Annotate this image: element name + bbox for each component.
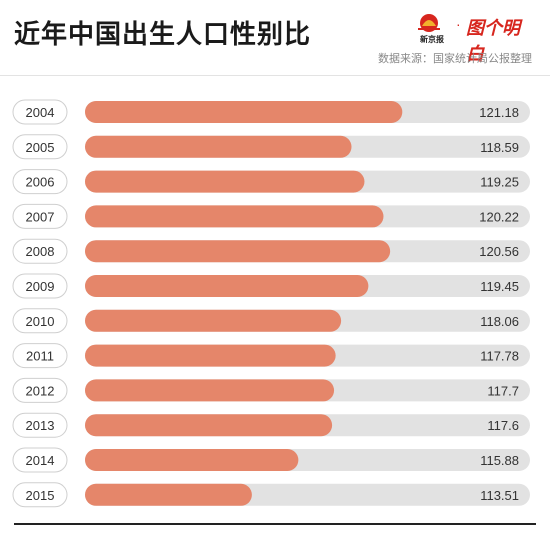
value-label: 115.88 <box>480 453 519 468</box>
bar <box>85 275 369 297</box>
bar <box>85 414 333 437</box>
bar <box>85 135 352 158</box>
logo-separator: · <box>456 16 461 32</box>
publisher-logo: 新京报 · 图个明白 <box>412 10 532 65</box>
year-label: 2005 <box>26 140 55 155</box>
year-pill <box>12 134 68 160</box>
value-label: 121.18 <box>479 105 519 120</box>
year-label: 2012 <box>26 383 55 398</box>
bar <box>85 344 336 367</box>
header-divider <box>0 75 550 76</box>
value-label: 117.6 <box>487 418 519 433</box>
year-pill <box>12 238 68 264</box>
bar <box>85 449 299 471</box>
value-label: 118.06 <box>480 314 519 329</box>
value-label: 113.51 <box>480 488 519 503</box>
bar <box>85 309 342 332</box>
value-label: 119.45 <box>480 279 519 294</box>
value-label: 117.7 <box>487 383 519 398</box>
year-label: 2006 <box>26 175 55 190</box>
year-label: 2013 <box>26 418 55 433</box>
year-pill <box>12 273 68 299</box>
year-pill <box>12 169 68 195</box>
source-note: 数据来源：国家统计局公报整理 <box>378 52 532 65</box>
bar <box>85 483 252 506</box>
logo-text: 图个明白 <box>466 18 520 65</box>
year-label: 2010 <box>26 314 55 329</box>
year-pill <box>12 447 68 473</box>
year-pill <box>12 203 68 229</box>
year-label: 2008 <box>26 244 55 259</box>
footer-divider <box>14 523 536 525</box>
bar <box>85 101 403 123</box>
bar <box>85 170 365 193</box>
logo-name: 新京报 <box>420 35 444 44</box>
year-pill <box>12 377 68 403</box>
value-label: 119.25 <box>480 175 519 190</box>
value-label: 117.78 <box>480 349 519 364</box>
year-pill <box>12 482 68 508</box>
sun-logo-icon <box>418 14 440 32</box>
year-label: 2014 <box>26 453 55 468</box>
bar <box>85 379 335 402</box>
year-pill <box>12 308 68 334</box>
value-label: 120.22 <box>479 209 519 224</box>
value-label: 120.56 <box>479 244 519 259</box>
year-label: 2007 <box>26 209 55 224</box>
year-label: 2009 <box>26 279 55 294</box>
chart-title: 近年中国出生人口性别比 <box>14 20 312 50</box>
year-label: 2015 <box>26 488 55 503</box>
year-pill <box>12 99 68 125</box>
year-label: 2004 <box>26 105 55 120</box>
bar <box>85 240 391 263</box>
bar <box>85 205 384 228</box>
year-label: 2011 <box>26 349 54 364</box>
value-label: 118.59 <box>480 140 519 155</box>
year-pill <box>12 343 68 369</box>
year-pill <box>12 412 68 438</box>
